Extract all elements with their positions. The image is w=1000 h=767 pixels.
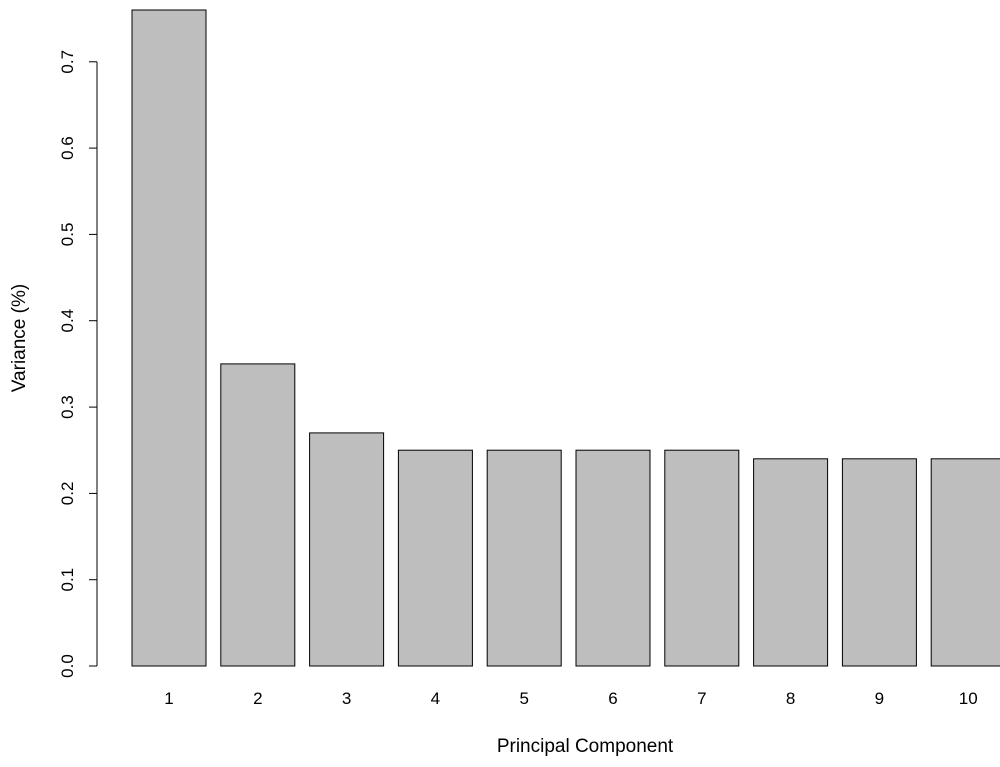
x-tick-label: 1	[164, 689, 173, 708]
x-axis-title: Principal Component	[497, 736, 674, 757]
bars-group	[131, 9, 1000, 667]
bar-8	[753, 458, 829, 667]
x-tick-label: 2	[253, 689, 262, 708]
bar-4	[397, 449, 473, 667]
bar-2	[220, 363, 296, 667]
y-tick-label: 0.0	[58, 654, 77, 678]
bar-9	[841, 458, 917, 667]
x-tick-label: 5	[519, 689, 528, 708]
x-tick-label: 4	[431, 689, 440, 708]
x-tick-label: 7	[697, 689, 706, 708]
y-tick-label: 0.2	[58, 482, 77, 506]
bar-7	[664, 449, 740, 667]
bar-10	[930, 458, 1000, 667]
x-tick-labels: 1 2 3 4 5 6 7 8 9 10	[164, 689, 977, 708]
y-tick-label: 0.3	[58, 395, 77, 419]
y-tick-label: 0.7	[58, 50, 77, 74]
x-tick-label: 9	[875, 689, 884, 708]
x-tick-label: 6	[608, 689, 617, 708]
y-axis: 0.0 0.1 0.2 0.3 0.4 0.5 0.6 0.7	[58, 50, 98, 678]
y-axis-title: Variance (%)	[9, 284, 30, 392]
y-tick-label: 0.6	[58, 136, 77, 160]
x-tick-label: 8	[786, 689, 795, 708]
bar-5	[486, 449, 562, 667]
y-tick-label: 0.1	[58, 568, 77, 592]
bar-6	[575, 449, 651, 667]
bar-1	[131, 9, 207, 667]
bar-3	[309, 432, 385, 667]
y-tick-label: 0.4	[58, 309, 77, 333]
x-tick-label: 3	[342, 689, 351, 708]
y-tick-label: 0.5	[58, 223, 77, 247]
x-tick-label: 10	[959, 689, 978, 708]
